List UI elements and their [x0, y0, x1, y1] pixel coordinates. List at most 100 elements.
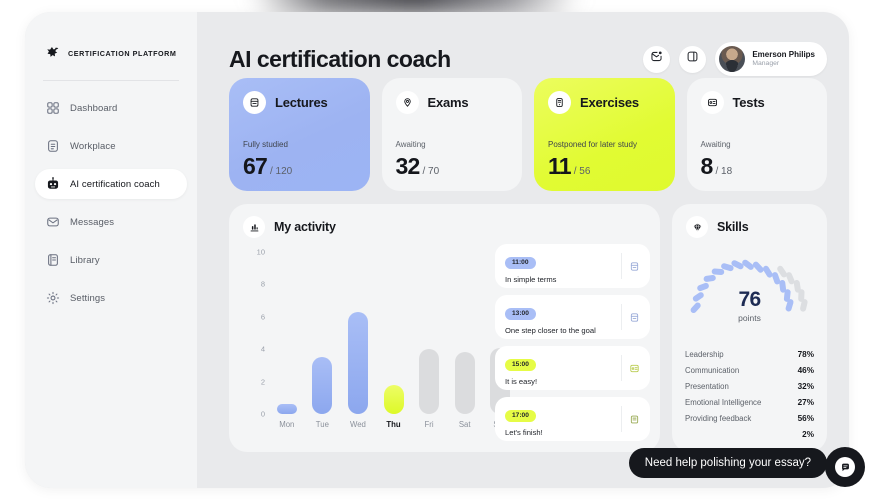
stat-card-value: 32: [395, 153, 421, 179]
layout-panel-button[interactable]: [679, 45, 707, 73]
diamond-icon: [686, 216, 708, 238]
document-icon: [45, 139, 60, 154]
gauge-value: 76: [738, 288, 762, 311]
main-content: AI certification coach: [197, 12, 849, 488]
chart-column[interactable]: [411, 252, 447, 414]
x-tick-wed: Wed: [349, 420, 366, 429]
timeline-time: 11:00: [505, 256, 536, 269]
chat-launcher-button[interactable]: [825, 447, 865, 487]
x-tick-fri: Fri: [424, 420, 434, 429]
sidebar-item-library[interactable]: Library: [35, 245, 187, 275]
skill-percent: 46%: [797, 365, 814, 375]
envelope-icon: [45, 215, 60, 230]
chart-column[interactable]: [269, 252, 305, 414]
sidebar: CERTIFICATION PLATFORM Dashboard: [25, 12, 197, 488]
chart-y-axis: 10 8 6 4 2 0: [243, 248, 265, 419]
chart-bar-tue[interactable]: [312, 357, 333, 414]
chart-column[interactable]: [305, 252, 341, 414]
skill-percent: 32%: [797, 381, 814, 391]
skill-row: Providing feedback 56%: [685, 410, 814, 426]
activity-panel: My activity 10 8 6 4 2 0: [229, 204, 660, 452]
timeline-divider: [621, 406, 622, 432]
skill-row: 2%: [685, 426, 814, 442]
brand: CERTIFICATION PLATFORM: [25, 12, 197, 66]
timeline-item[interactable]: 11:00 In simple terms: [495, 244, 650, 288]
stat-card-exams[interactable]: Exams Awaiting 32 / 70: [381, 78, 522, 191]
exercise-icon: [627, 412, 641, 426]
chart-x-axis: Mon Tue Wed Thu Fri Sat Sun: [269, 420, 518, 429]
chart-column[interactable]: [376, 252, 412, 414]
x-tick-thu: Thu: [386, 420, 401, 429]
stat-card-exercises[interactable]: Exercises Postponed for later study 11 /…: [534, 78, 675, 191]
timeline-divider: [621, 355, 622, 381]
skill-row: Presentation 32%: [685, 378, 814, 394]
sidebar-item-messages[interactable]: Messages: [35, 207, 187, 237]
stat-card-tests[interactable]: Tests Awaiting 8 / 18: [686, 78, 827, 191]
skills-panel-header: Skills: [672, 204, 827, 238]
star-badge-icon: [45, 46, 60, 61]
skill-row: Emotional Intelligence 27%: [685, 394, 814, 410]
book-icon: [45, 253, 60, 268]
timeline-divider: [621, 253, 622, 279]
skill-percent: 2%: [802, 429, 814, 439]
timeline-text: One step closer to the goal: [505, 326, 596, 335]
avatar: [719, 46, 746, 72]
sidebar-item-label: Messages: [70, 216, 115, 228]
stat-card-title: Lectures: [275, 95, 328, 110]
user-info: Emerson Philips Manager: [752, 50, 815, 68]
user-role: Manager: [752, 59, 780, 67]
stat-card-header: Tests: [700, 91, 814, 114]
user-menu[interactable]: Emerson Philips Manager: [715, 42, 827, 76]
stat-card-value: 8: [700, 153, 714, 179]
stat-card-lectures[interactable]: Lectures Fully studied 67 / 120: [229, 78, 370, 191]
chart-column[interactable]: [340, 252, 376, 414]
stat-card-total: / 18: [715, 166, 733, 177]
mail-notification-button[interactable]: [643, 45, 671, 73]
sidebar-item-ai-certification-coach[interactable]: AI certification coach: [35, 169, 187, 199]
app-window: CERTIFICATION PLATFORM Dashboard: [25, 12, 849, 488]
test-icon: [627, 361, 641, 375]
chart-bar-thu[interactable]: [383, 384, 404, 414]
skill-row: Communication 46%: [685, 362, 814, 378]
stat-card-total: / 120: [269, 166, 293, 177]
skill-percent: 27%: [797, 397, 814, 407]
stat-cards: Lectures Fully studied 67 / 120: [197, 78, 849, 191]
y-tick: 8: [260, 279, 265, 289]
timeline-item[interactable]: 13:00 One step closer to the goal: [495, 295, 650, 339]
stat-card-subtitle: Awaiting: [700, 140, 731, 149]
sidebar-item-label: Workplace: [70, 140, 116, 152]
skill-name: Communication: [685, 365, 740, 375]
page-title: AI certification coach: [229, 45, 451, 72]
chart-column[interactable]: [447, 252, 483, 414]
chat-prompt-bubble[interactable]: Need help polishing your essay?: [628, 448, 827, 478]
stat-card-value-group: 11 / 56: [548, 153, 590, 180]
sidebar-item-dashboard[interactable]: Dashboard: [35, 93, 187, 123]
skills-gauge: 76 points: [672, 250, 827, 342]
sidebar-divider: [43, 80, 179, 81]
chart-bar-wed[interactable]: [347, 311, 368, 414]
skill-name: Emotional Intelligence: [685, 397, 762, 407]
activity-timeline[interactable]: 11:00 In simple terms 13:00 One s: [495, 244, 650, 444]
chart-bar-sat[interactable]: [454, 352, 475, 414]
sidebar-item-label: AI certification coach: [70, 178, 160, 190]
sidebar-item-workplace[interactable]: Workplace: [35, 131, 187, 161]
user-name: Emerson Philips: [752, 49, 815, 59]
lecture-icon: [627, 310, 641, 324]
timeline-item[interactable]: 15:00 It is easy!: [495, 346, 650, 390]
grid-icon: [45, 101, 60, 116]
stat-card-header: Exercises: [548, 91, 661, 114]
timeline-item[interactable]: 17:00 Let's finish!: [495, 397, 650, 441]
timeline-time: 13:00: [505, 307, 536, 320]
y-tick: 4: [260, 344, 265, 354]
sidebar-item-label: Library: [70, 254, 100, 266]
timeline-divider: [621, 304, 622, 330]
skills-panel-title: Skills: [717, 220, 749, 234]
stat-card-header: Exams: [395, 91, 509, 114]
chart-bar-fri[interactable]: [419, 349, 440, 414]
sidebar-item-settings[interactable]: Settings: [35, 283, 187, 313]
skills-panel: Skills: [672, 204, 827, 452]
chart-bar-mon[interactable]: [276, 404, 297, 414]
target-icon: [395, 91, 419, 114]
skill-name: Providing feedback: [685, 413, 752, 423]
